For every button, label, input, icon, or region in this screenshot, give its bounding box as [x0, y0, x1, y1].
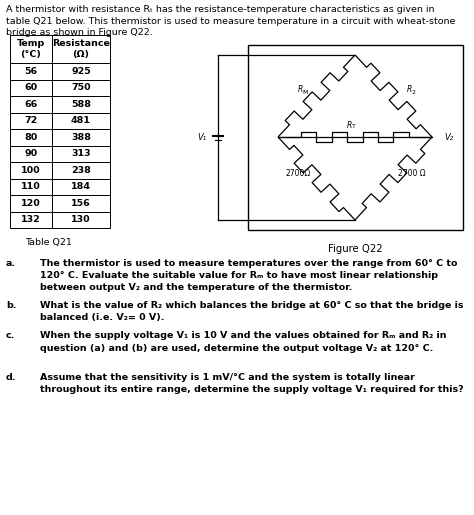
- Bar: [10, 63, 52, 79]
- Text: 66: 66: [24, 100, 37, 109]
- Text: 588: 588: [71, 100, 91, 109]
- Text: R: R: [298, 85, 303, 94]
- Text: a.: a.: [6, 259, 16, 268]
- Text: When the supply voltage V₁ is 10 V and the values obtained for Rₘ and R₂ in
ques: When the supply voltage V₁ is 10 V and t…: [40, 332, 447, 353]
- Bar: [52, 79, 110, 96]
- Bar: [52, 162, 110, 179]
- Text: Figure Q22: Figure Q22: [328, 244, 383, 254]
- Text: Assume that the sensitivity is 1 mV/°C and the system is totally linear
througho: Assume that the sensitivity is 1 mV/°C a…: [40, 372, 464, 393]
- Text: Temp
(°C): Temp (°C): [17, 39, 45, 59]
- Text: The thermistor is used to measure temperatures over the range from 60° C to
120°: The thermistor is used to measure temper…: [40, 259, 457, 293]
- Text: 156: 156: [71, 199, 91, 208]
- Bar: [52, 179, 110, 195]
- Text: 313: 313: [71, 149, 91, 158]
- Text: T: T: [352, 125, 356, 129]
- Text: 750: 750: [71, 83, 91, 92]
- Bar: [10, 129, 52, 146]
- Text: 90: 90: [25, 149, 37, 158]
- Text: 100: 100: [21, 166, 41, 175]
- Text: 184: 184: [71, 182, 91, 191]
- Text: A thermistor with resistance Rₜ has the resistance-temperature characteristics a: A thermistor with resistance Rₜ has the …: [6, 5, 435, 14]
- Text: 60: 60: [25, 83, 37, 92]
- Bar: [52, 195, 110, 212]
- Text: 132: 132: [21, 215, 41, 224]
- Text: Resistance
(Ω): Resistance (Ω): [52, 39, 110, 59]
- Bar: [10, 162, 52, 179]
- Text: 110: 110: [21, 182, 41, 191]
- Text: What is the value of R₂ which balances the bridge at 60° C so that the bridge is: What is the value of R₂ which balances t…: [40, 300, 464, 322]
- Text: 388: 388: [71, 133, 91, 142]
- Bar: [52, 35, 110, 63]
- Text: 2700 Ω: 2700 Ω: [398, 169, 425, 178]
- Text: b.: b.: [6, 300, 17, 310]
- Text: R: R: [407, 85, 412, 94]
- Text: 2: 2: [411, 90, 416, 94]
- Text: table Q21 below. This thermistor is used to measure temperature in a circuit wit: table Q21 below. This thermistor is used…: [6, 16, 456, 26]
- Text: M: M: [303, 90, 308, 94]
- Text: 72: 72: [24, 116, 37, 125]
- Bar: [10, 179, 52, 195]
- Text: V₁: V₁: [198, 133, 207, 142]
- Bar: [10, 79, 52, 96]
- Bar: [52, 146, 110, 162]
- Text: 925: 925: [71, 67, 91, 76]
- Text: 80: 80: [24, 133, 37, 142]
- Bar: [10, 96, 52, 112]
- Text: V₂: V₂: [444, 132, 453, 142]
- Bar: [52, 96, 110, 112]
- Bar: [52, 112, 110, 129]
- Text: 56: 56: [25, 67, 37, 76]
- Bar: [10, 35, 52, 63]
- Text: R: R: [346, 121, 352, 129]
- Text: c.: c.: [6, 332, 15, 340]
- Text: d.: d.: [6, 372, 17, 382]
- Text: 2700Ω: 2700Ω: [286, 169, 311, 178]
- Bar: [10, 112, 52, 129]
- Text: 120: 120: [21, 199, 41, 208]
- Text: Table Q21: Table Q21: [25, 238, 72, 247]
- Bar: [248, 45, 463, 230]
- Bar: [52, 212, 110, 228]
- Bar: [10, 195, 52, 212]
- Bar: [52, 129, 110, 146]
- Bar: [10, 146, 52, 162]
- Bar: [52, 63, 110, 79]
- Text: 130: 130: [71, 215, 91, 224]
- Text: 481: 481: [71, 116, 91, 125]
- Text: bridge as shown in Figure Q22.: bridge as shown in Figure Q22.: [6, 28, 153, 37]
- Text: 238: 238: [71, 166, 91, 175]
- Bar: [10, 212, 52, 228]
